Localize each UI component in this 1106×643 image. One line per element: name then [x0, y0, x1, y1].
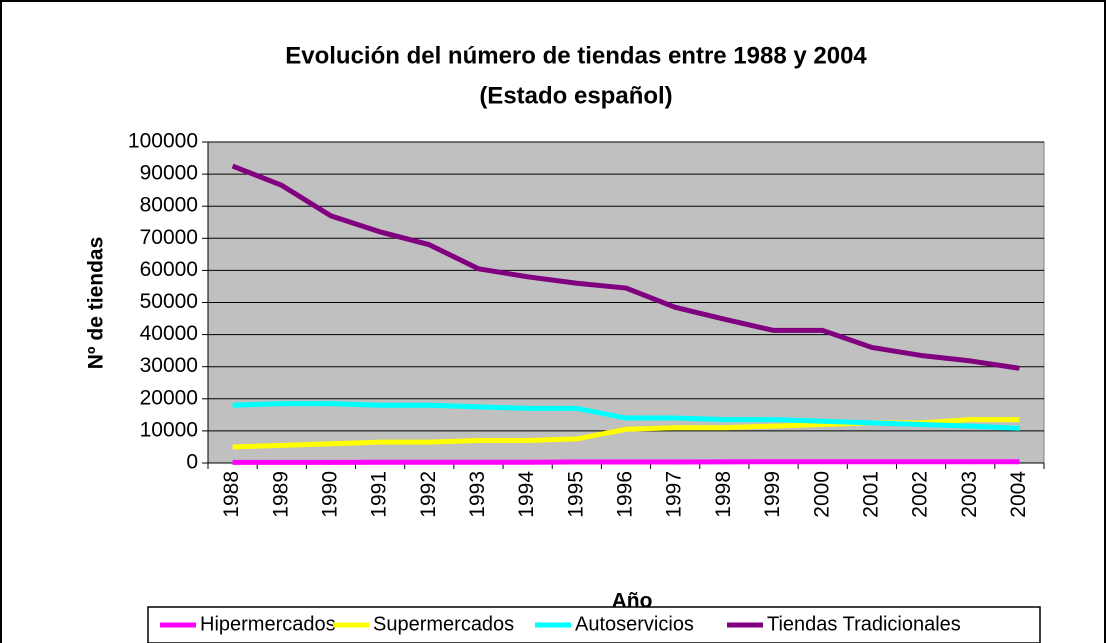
x-tick-label: 1992 — [417, 471, 440, 518]
x-tick-label: 1989 — [269, 471, 292, 518]
x-tick-label: 1993 — [466, 471, 489, 518]
legend-box — [147, 606, 1041, 643]
y-tick-label: 40000 — [140, 322, 198, 345]
chart-title: Evolución del número de tiendas entre 19… — [285, 42, 867, 69]
series-line — [231, 163, 1020, 371]
y-tick-label: 90000 — [140, 162, 198, 185]
x-tick-label: 1998 — [712, 471, 735, 518]
x-tick-label: 1994 — [515, 471, 538, 518]
x-tick-label: 1997 — [663, 471, 686, 518]
y-tick-label: 60000 — [140, 258, 198, 281]
y-tick-label: 100000 — [128, 130, 198, 153]
y-tick-label: 20000 — [140, 386, 198, 409]
x-tick-label: 2000 — [810, 471, 833, 518]
y-tick-label: 80000 — [140, 194, 198, 217]
y-tick-label: 10000 — [140, 418, 198, 441]
series-line — [232, 459, 1020, 465]
y-tick-label: 70000 — [140, 226, 198, 249]
x-tick-label: 1988 — [220, 471, 243, 518]
y-tick-label: 50000 — [140, 290, 198, 313]
legend-label: Autoservicios — [575, 613, 694, 635]
legend-label: Supermercados — [373, 613, 514, 635]
x-tick-label: 1991 — [368, 471, 391, 518]
x-tick-label: 2003 — [958, 471, 981, 518]
legend-label: Tiendas Tradicionales — [767, 613, 961, 635]
y-tick-label: 30000 — [140, 354, 198, 377]
x-tick-label: 2004 — [1007, 471, 1030, 518]
x-tick-label: 2002 — [909, 471, 932, 518]
y-axis-label: Nº de tiendas — [85, 237, 108, 370]
x-tick-label: 1996 — [614, 471, 637, 518]
x-tick-label: 2001 — [859, 471, 882, 518]
x-tick-label: 1999 — [761, 471, 784, 518]
y-tick-label: 0 — [186, 451, 198, 474]
series-line — [232, 401, 1020, 431]
chart-subtitle: (Estado español) — [479, 82, 672, 109]
x-tick-label: 1995 — [564, 471, 587, 518]
legend-label: Hipermercados — [200, 613, 336, 635]
x-tick-label: 1990 — [318, 471, 341, 518]
